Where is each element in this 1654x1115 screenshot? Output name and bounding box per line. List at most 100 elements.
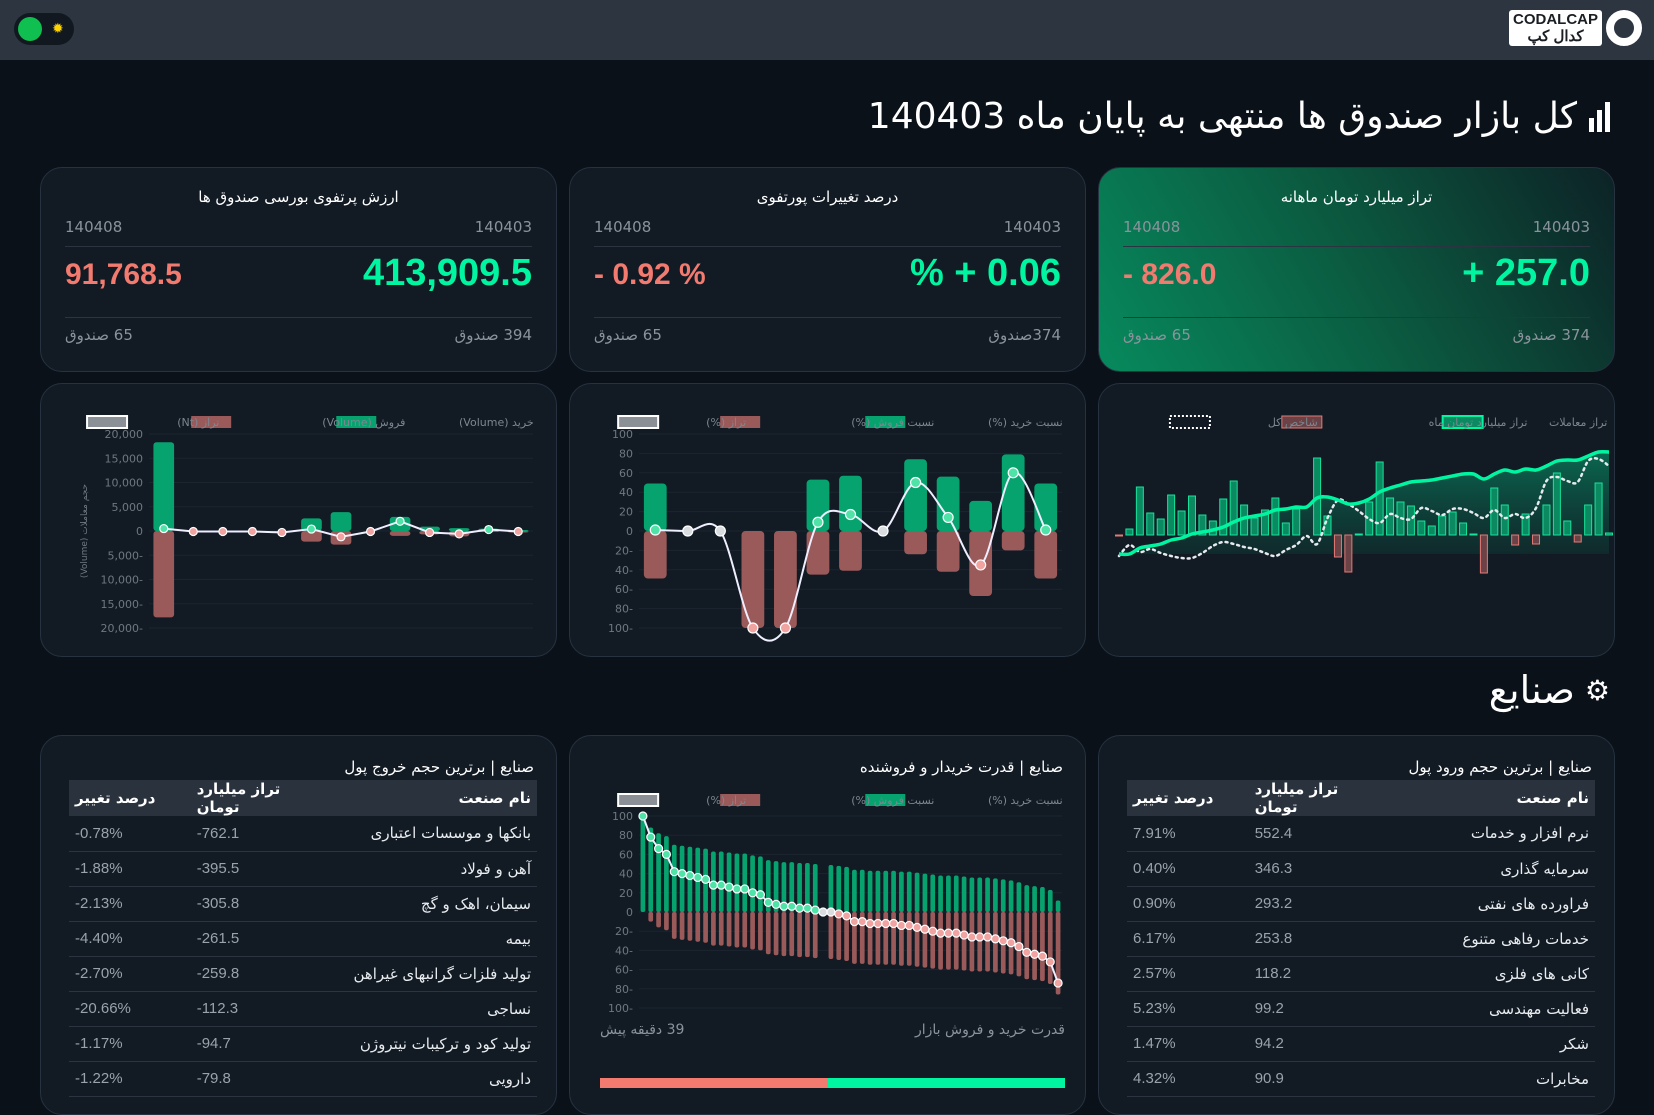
monthly-balance-bar: [1428, 526, 1435, 535]
sell-bar: [962, 912, 967, 971]
net-point: [772, 900, 780, 908]
net-point: [337, 533, 345, 541]
buy-bar: [750, 855, 755, 912]
buy-bar: [868, 871, 873, 912]
page-title-text: کل بازار صندوق ها منتهی به پایان ماه 140…: [868, 96, 1577, 137]
sell-bar: [789, 912, 794, 956]
net-point: [756, 891, 764, 899]
monthly-balance-bar: [1606, 533, 1613, 535]
net-point: [1015, 943, 1023, 951]
bar-chart-icon: [1589, 102, 1610, 132]
sell-bar: [938, 912, 943, 970]
buy-bar: [860, 870, 865, 912]
monthly-negative-bar: [1512, 535, 1519, 545]
y-tick-label: 40-: [615, 564, 633, 577]
y-tick-label: 20: [619, 887, 633, 900]
change-percent: 1.88%-: [69, 851, 191, 886]
net-point: [662, 850, 670, 858]
buy-bar: [954, 876, 959, 912]
change-percent: 20.66%-: [69, 991, 191, 1026]
legend-label: تراز (%): [706, 794, 746, 807]
change-percent: 4.32%: [1127, 1061, 1249, 1096]
buy-bar: [938, 876, 943, 912]
net-point: [189, 527, 197, 535]
sell-bar: [805, 912, 810, 957]
legend-label: فروش (Volume): [322, 416, 405, 429]
net-point: [811, 906, 819, 914]
balance-value: 253.8: [1249, 921, 1380, 956]
net-point: [733, 885, 741, 893]
stat-title: درصد تغییرات پورتفوی: [570, 188, 1085, 206]
sell-bar: [836, 912, 841, 960]
net-point: [999, 937, 1007, 945]
stat-card: ارزش پرتفوی بورسی صندوق ها 140403 140408…: [40, 167, 557, 372]
net-point: [968, 933, 976, 941]
change-percent: 0.90%: [1127, 886, 1249, 921]
net-point: [850, 918, 858, 926]
buy-bar: [899, 872, 904, 912]
buy-bar: [930, 875, 935, 912]
column-header[interactable]: تراز میلیارد تومان: [191, 780, 322, 816]
monthly-balance-bar: [1595, 483, 1602, 535]
column-header[interactable]: درصد تغییر: [1127, 780, 1249, 816]
change-percent: 2.70%-: [69, 956, 191, 991]
date-later: 140408: [594, 218, 651, 236]
sell-bar: [644, 531, 667, 579]
net-point: [911, 478, 921, 488]
y-tick-label: 60-: [615, 583, 633, 596]
theme-toggle[interactable]: ✹: [14, 13, 74, 45]
sell-bar: [774, 912, 779, 955]
buy-bar: [1048, 890, 1053, 912]
balance-value: 346.3: [1249, 851, 1380, 886]
balance-value: 259.8-: [191, 956, 322, 991]
net-point: [647, 833, 655, 841]
column-header[interactable]: نام صنعت: [1380, 780, 1595, 816]
legend-label: تراز (Nt): [177, 416, 219, 429]
net-point: [858, 918, 866, 926]
industry-name: نرم افزار و خدمات: [1380, 816, 1595, 851]
balance-value: 94.2: [1249, 1026, 1380, 1061]
column-header[interactable]: درصد تغییر: [69, 780, 191, 816]
industry-name: دارویی: [322, 1061, 537, 1096]
net-point: [670, 868, 678, 876]
net-point: [717, 881, 725, 889]
column-header[interactable]: تراز میلیارد تومان: [1249, 780, 1380, 816]
monthly-balance-bar: [1355, 534, 1362, 535]
stat-card: تراز میلیارد تومان ماهانه 140403 140408 …: [1098, 167, 1615, 372]
stat-card: درصد تغییرات پورتفوی 140403 140408 % + 0…: [569, 167, 1086, 372]
balance-value: 305.8-: [191, 886, 322, 921]
column-header[interactable]: نام صنعت: [322, 780, 537, 816]
industry-name: نساجی: [322, 991, 537, 1026]
buy-bar: [876, 871, 881, 912]
change-percent: 4.40%-: [69, 921, 191, 956]
balance-value: 112.3-: [191, 991, 322, 1026]
change-percent: 2.13%-: [69, 886, 191, 921]
legend-label: خرید (Volume): [459, 416, 534, 429]
net-point: [1031, 950, 1039, 958]
sell-bar: [829, 912, 834, 959]
buy-bar: [1001, 879, 1006, 912]
buy-bar: [641, 816, 646, 912]
industry-name: تولید کود و ترکیبات نیتروژن: [322, 1026, 537, 1061]
net-point: [678, 870, 686, 878]
y-tick-label: 0: [626, 906, 633, 919]
net-point: [1041, 525, 1051, 535]
